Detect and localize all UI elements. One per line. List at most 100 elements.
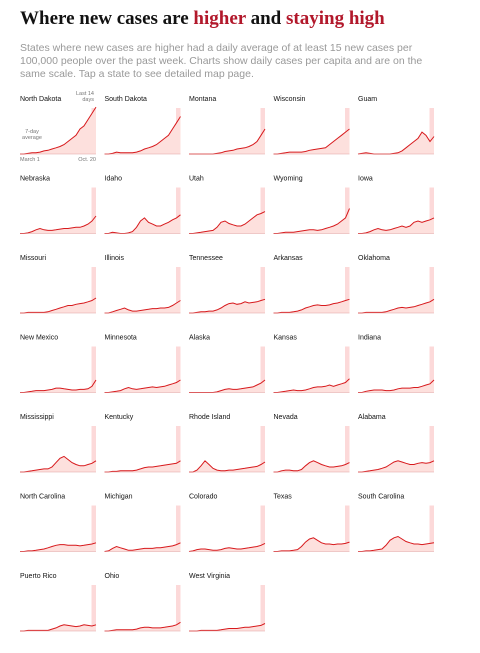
area: [273, 129, 350, 154]
last-14-days-band: [345, 187, 350, 234]
last-14-days-band: [260, 187, 265, 234]
last-14-days-band: [176, 346, 181, 393]
last-14-days-band: [91, 346, 96, 393]
last-14-days-band: [429, 426, 434, 472]
area: [104, 300, 181, 313]
area: [104, 380, 181, 393]
line: [189, 211, 266, 234]
state-label: Kansas: [274, 335, 298, 342]
line: [104, 621, 181, 632]
area: [104, 116, 181, 154]
area: [189, 299, 265, 313]
state-label: Montana: [189, 96, 216, 103]
subtitle: States where new cases are higher had a …: [20, 42, 423, 80]
area: [189, 380, 265, 393]
state-label: Illinois: [105, 255, 125, 262]
title: Where new cases are higher and staying h…: [20, 8, 385, 30]
line: [273, 298, 350, 314]
line: [273, 537, 350, 552]
line: [189, 623, 266, 632]
line: [358, 379, 435, 393]
last-14-days-band: [345, 505, 350, 552]
state-label: Iowa: [358, 176, 373, 183]
area: [20, 624, 96, 631]
area: [358, 380, 434, 393]
note: March 1: [20, 157, 40, 163]
line: [104, 542, 181, 552]
last-14-days-band: [345, 426, 350, 472]
area: [20, 216, 96, 234]
line: [358, 535, 435, 552]
line: [104, 214, 181, 234]
last-14-days-band: [429, 346, 434, 393]
state-label: Alabama: [358, 414, 386, 421]
state-label: Utah: [189, 176, 204, 183]
state-label: West Virginia: [189, 573, 230, 580]
state-label: Wyoming: [274, 176, 303, 183]
last-14-days-band: [260, 267, 265, 313]
state-label: North Carolina: [20, 494, 65, 501]
note: 7-day: [25, 129, 39, 135]
last-14-days-band: [176, 505, 181, 552]
line: [358, 217, 435, 234]
area: [358, 299, 434, 313]
line: [273, 208, 350, 234]
title-part: higher: [193, 8, 246, 29]
state-label: Idaho: [105, 176, 123, 183]
state-label: New Mexico: [20, 335, 58, 342]
state-label: Ohio: [105, 573, 120, 580]
state-label: Wisconsin: [274, 96, 306, 103]
area: [104, 542, 181, 552]
state-label: Rhode Island: [189, 414, 230, 421]
area: [104, 622, 181, 631]
last-14-days-band: [345, 346, 350, 393]
last-14-days-band: [91, 505, 96, 552]
area: [273, 378, 350, 393]
area: [20, 542, 96, 552]
state-label: South Carolina: [358, 494, 404, 501]
state-label: South Dakota: [105, 96, 148, 103]
line: [273, 378, 350, 393]
line: [20, 624, 97, 632]
area: [20, 107, 96, 154]
area: [20, 298, 96, 313]
line: [273, 128, 350, 155]
note: Oct. 20: [78, 157, 96, 163]
line: [189, 298, 266, 314]
last-14-days-band: [176, 187, 181, 234]
last-14-days-band: [260, 108, 265, 154]
state-label: Colorado: [189, 494, 218, 501]
line: [20, 297, 97, 314]
area: [20, 456, 96, 472]
last-14-days-band: [176, 426, 181, 472]
state-label: Arkansas: [274, 255, 304, 262]
area: [104, 214, 181, 234]
last-14-days-band: [176, 267, 181, 313]
last-14-days-band: [345, 267, 350, 313]
line: [104, 460, 181, 473]
area: [273, 537, 350, 552]
title-part: Where new cases are: [20, 8, 194, 29]
state-label: Tennessee: [189, 255, 223, 262]
state-label: Minnesota: [105, 335, 137, 342]
line: [104, 379, 181, 393]
state-label: Kentucky: [105, 414, 134, 421]
line: [20, 106, 97, 155]
last-14-days-band: [260, 426, 265, 472]
line: [273, 460, 350, 473]
area: [189, 129, 265, 154]
last-14-days-band: [260, 505, 265, 552]
state-label: Indiana: [358, 335, 381, 342]
line: [358, 460, 435, 473]
line: [20, 215, 97, 234]
area: [104, 460, 181, 472]
line: [357, 131, 435, 155]
note: average: [22, 135, 42, 141]
line: [189, 460, 266, 473]
line: [104, 116, 181, 155]
last-14-days-band: [91, 267, 96, 313]
last-14-days-band: [91, 187, 96, 234]
state-label: Texas: [274, 494, 293, 501]
area: [358, 132, 434, 154]
